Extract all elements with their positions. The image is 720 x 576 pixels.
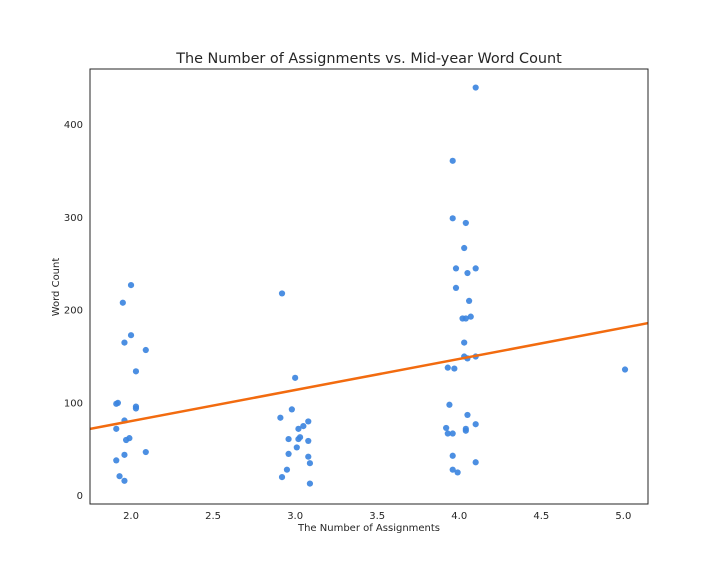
y-tick-label: 300 [64, 213, 83, 224]
scatter-point [296, 434, 304, 441]
scatter-point [472, 84, 479, 91]
scatter-point [467, 313, 474, 320]
scatter-point [113, 457, 120, 464]
scatter-point [295, 425, 302, 432]
plot-area [90, 84, 648, 487]
trend-line [90, 321, 648, 431]
axes-frame [89, 68, 649, 505]
x-tick-label: 4.5 [533, 511, 549, 522]
scatter-point [142, 346, 149, 354]
x-tick-label: 2.5 [205, 511, 221, 522]
scatter-point [288, 406, 295, 413]
scatter-point [461, 339, 468, 346]
scatter-point [142, 448, 149, 456]
scatter-point [472, 421, 479, 428]
scatter-point [283, 466, 291, 473]
x-tick-label: 3.5 [369, 511, 385, 522]
scatter-point [461, 244, 468, 252]
scatter-point [305, 453, 312, 460]
scatter-point [113, 400, 120, 407]
scatter-point [466, 297, 473, 304]
scatter-point [306, 460, 314, 467]
scatter-point [446, 401, 453, 408]
scatter-point [126, 435, 133, 442]
y-tick-label: 100 [64, 398, 83, 409]
x-axis-label: The Number of Assignments [297, 523, 440, 534]
x-tick-label: 5.0 [615, 511, 631, 522]
chart-title: The Number of Assignments vs. Mid-year W… [175, 51, 562, 67]
scatter-point [285, 435, 292, 443]
scatter-point [621, 366, 629, 373]
scatter-point [305, 418, 312, 425]
scatter-point [121, 451, 128, 458]
scatter-point [277, 414, 284, 421]
scatter-point [305, 437, 312, 445]
scatter-point [119, 299, 126, 306]
scatter-point [462, 425, 469, 432]
scatter-point [464, 411, 471, 419]
scatter-point [449, 466, 456, 473]
scatter-point [127, 282, 135, 289]
y-tick-label: 400 [64, 120, 83, 131]
y-tick-label: 0 [77, 491, 83, 502]
scatter-point [300, 422, 307, 430]
scatter-point [113, 425, 120, 432]
x-tick-label: 4.0 [451, 511, 467, 522]
scatter-point [292, 374, 299, 381]
scatter-point [121, 477, 128, 484]
y-axis-label: Word Count [51, 258, 62, 317]
scatter-point [462, 315, 469, 322]
scatter-point [293, 444, 300, 451]
scatter-point [116, 473, 123, 480]
scatter-point [449, 215, 456, 222]
x-axis: 2.0 2.5 3.0 3.5 4.0 4.5 5.0 [123, 511, 631, 522]
scatter-point [472, 459, 479, 466]
scatter-point [449, 157, 456, 164]
scatter-point [127, 332, 135, 339]
scatter-point [306, 480, 314, 487]
scatter-point [121, 339, 128, 346]
scatter-point [278, 474, 286, 481]
scatter-point [452, 284, 460, 291]
scatter-point [464, 269, 471, 277]
x-tick-label: 2.0 [123, 511, 139, 522]
y-tick-label: 200 [64, 306, 83, 317]
scatter-point [451, 365, 458, 372]
scatter-point [472, 265, 479, 272]
scatter-point [444, 364, 451, 371]
scatter-point [444, 430, 451, 437]
scatter-point [132, 368, 140, 375]
scatter-point [278, 290, 286, 297]
scatter-point [443, 424, 450, 432]
scatter-point [449, 430, 456, 437]
scatter-point [462, 219, 469, 227]
scatter-point [132, 405, 140, 412]
x-tick-label: 3.0 [287, 511, 303, 522]
scatter-point [285, 450, 292, 458]
scatter-point [454, 469, 461, 476]
scatter-point [449, 452, 456, 459]
scatter-point [452, 265, 460, 272]
y-axis: 0 100 200 300 400 [64, 120, 83, 502]
